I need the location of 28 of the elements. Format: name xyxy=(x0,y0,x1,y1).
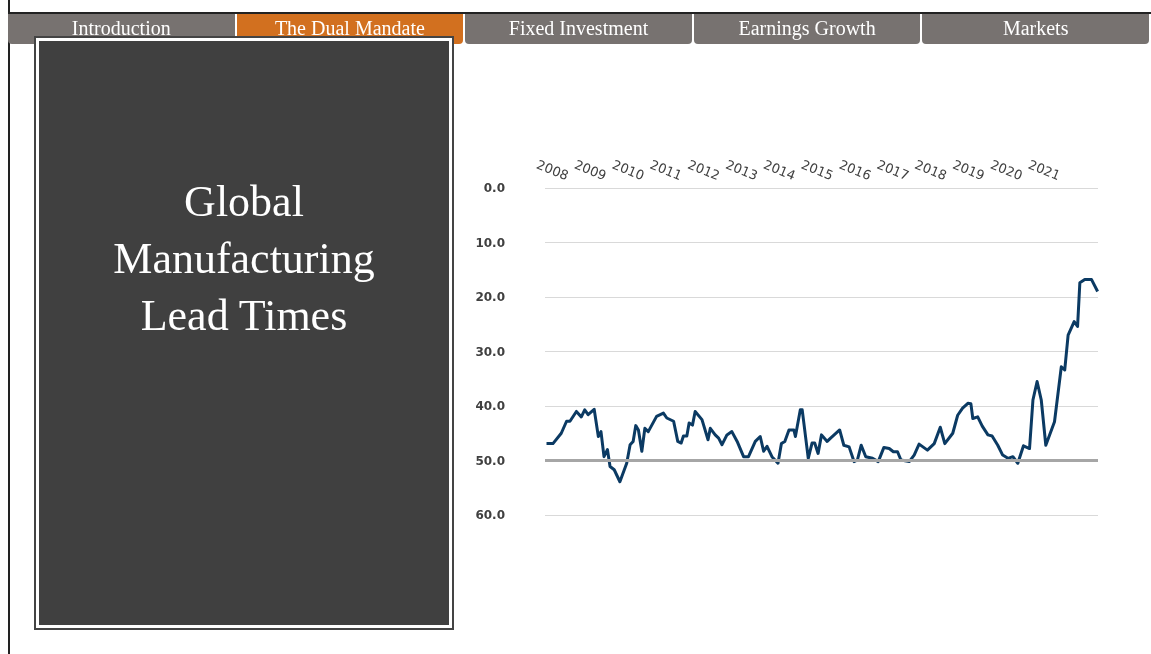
y-tick-label: 40.0 xyxy=(475,399,505,413)
x-tick-label: 2015 xyxy=(799,156,836,184)
text: Earnings Growth xyxy=(693,14,921,44)
y-tick-label: 30.0 xyxy=(475,344,505,359)
x-tick-label: 2019 xyxy=(950,156,987,184)
x-tick-label: 2008 xyxy=(534,156,571,184)
x-tick-label: 2021 xyxy=(1026,156,1063,184)
x-tick-label: 2014 xyxy=(761,156,798,184)
text: The Dual Mandate xyxy=(236,14,464,44)
y-tick-label: 50.0 xyxy=(475,453,505,468)
x-tick-label: 2016 xyxy=(837,156,874,184)
x-tick-label: 2010 xyxy=(610,156,647,184)
y-tick-label: 60.0 xyxy=(475,508,505,522)
x-tick-label: 2012 xyxy=(685,156,722,184)
text: Markets xyxy=(922,14,1149,44)
text: Fixed Investment xyxy=(465,14,692,44)
x-tick-label: 2017 xyxy=(874,156,912,184)
x-tick-label: 2011 xyxy=(647,156,685,184)
x-tick-label: 2013 xyxy=(723,156,760,184)
y-tick-label: 20.0 xyxy=(475,290,505,304)
x-tick-label: 2020 xyxy=(988,156,1025,184)
text: Introduction xyxy=(8,14,235,44)
x-tick-label: 2009 xyxy=(572,156,609,184)
x-tick-label: 2018 xyxy=(912,156,949,184)
y-tick-label: 0.0 xyxy=(483,181,505,195)
text: Global Manufacturing Lead Times xyxy=(39,41,449,625)
y-tick-label: 10.0 xyxy=(475,235,505,250)
line-series xyxy=(545,278,1100,484)
